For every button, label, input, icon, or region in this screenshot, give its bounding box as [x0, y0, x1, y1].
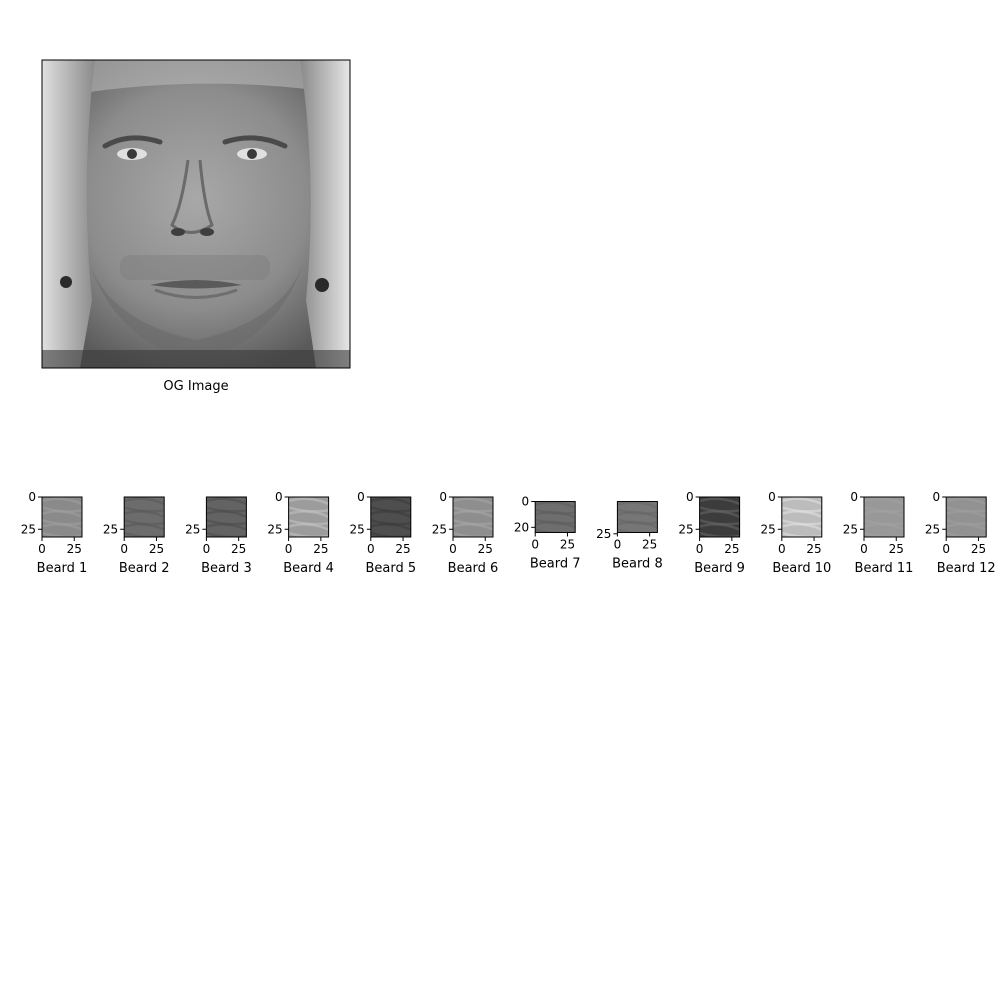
beard-patch-image — [289, 497, 329, 537]
x-tick-label: 25 — [478, 542, 493, 556]
y-tick-label: 0 — [28, 490, 36, 504]
x-tick-label: 0 — [367, 542, 375, 556]
beard-patch-image — [535, 502, 575, 534]
x-tick-label: 0 — [942, 542, 950, 556]
portrait-image — [42, 60, 350, 368]
x-tick-label: 25 — [560, 537, 575, 551]
x-tick-label: 25 — [395, 542, 410, 556]
y-tick-label: 25 — [843, 522, 858, 536]
x-tick-label: 0 — [120, 542, 128, 556]
beard-patch-image — [453, 497, 493, 537]
x-tick-label: 0 — [531, 537, 539, 551]
beard-panel-label: Beard 7 — [530, 556, 581, 571]
beard-patch-image — [864, 497, 904, 537]
beard-patch-image — [42, 497, 82, 537]
y-tick-label: 0 — [357, 490, 365, 504]
y-tick-label: 0 — [275, 490, 283, 504]
beard-panel-label: Beard 12 — [937, 561, 996, 576]
beard-panel-label: Beard 6 — [448, 561, 499, 576]
y-tick-label: 0 — [686, 490, 694, 504]
beard-patch-image — [124, 497, 164, 537]
beard-panel-label: Beard 4 — [283, 561, 334, 576]
x-tick-label: 25 — [231, 542, 246, 556]
y-tick-label: 25 — [432, 522, 447, 536]
y-tick-label: 25 — [267, 522, 282, 536]
beard-panel-label: Beard 9 — [694, 561, 745, 576]
beard-patch-image — [782, 497, 822, 537]
beard-panel-label: Beard 8 — [612, 556, 663, 571]
y-tick-label: 25 — [350, 522, 365, 536]
y-tick-label: 0 — [850, 490, 858, 504]
beard-panel-label: Beard 11 — [855, 561, 914, 576]
x-tick-label: 25 — [724, 542, 739, 556]
x-tick-label: 0 — [860, 542, 868, 556]
y-tick-label: 0 — [439, 490, 447, 504]
y-tick-label: 25 — [761, 522, 776, 536]
y-tick-label: 25 — [925, 522, 940, 536]
y-tick-label: 20 — [514, 520, 529, 534]
y-tick-label: 25 — [678, 522, 693, 536]
beard-panel-label: Beard 3 — [201, 561, 252, 576]
y-tick-label: 0 — [522, 495, 530, 509]
x-tick-label: 25 — [889, 542, 904, 556]
og-image-panel: OG Image — [42, 60, 350, 394]
x-tick-label: 25 — [642, 537, 657, 551]
x-tick-label: 25 — [806, 542, 821, 556]
beard-panel-label: Beard 10 — [772, 561, 831, 576]
x-tick-label: 0 — [449, 542, 457, 556]
beard-patch-image — [206, 497, 246, 537]
beard-panel-label: Beard 2 — [119, 561, 170, 576]
y-tick-label: 0 — [933, 490, 941, 504]
y-tick-label: 0 — [768, 490, 776, 504]
x-tick-label: 0 — [696, 542, 704, 556]
beard-patch-image — [371, 497, 411, 537]
x-tick-label: 0 — [614, 537, 622, 551]
y-tick-label: 25 — [185, 522, 200, 536]
x-tick-label: 25 — [149, 542, 164, 556]
y-tick-label: 25 — [21, 522, 36, 536]
x-tick-label: 0 — [38, 542, 46, 556]
y-tick-label: 25 — [596, 527, 611, 541]
beard-panel-label: Beard 1 — [37, 561, 88, 576]
x-tick-label: 0 — [203, 542, 211, 556]
x-tick-label: 25 — [313, 542, 328, 556]
x-tick-label: 25 — [67, 542, 82, 556]
beard-patch-image — [617, 502, 657, 534]
x-tick-label: 25 — [971, 542, 986, 556]
beard-panel-label: Beard 5 — [365, 561, 416, 576]
og-image-label: OG Image — [163, 379, 228, 394]
beard-patch-image — [946, 497, 986, 537]
y-tick-label: 25 — [103, 522, 118, 536]
beard-patch-image — [700, 497, 740, 537]
x-tick-label: 0 — [778, 542, 786, 556]
x-tick-label: 0 — [285, 542, 293, 556]
